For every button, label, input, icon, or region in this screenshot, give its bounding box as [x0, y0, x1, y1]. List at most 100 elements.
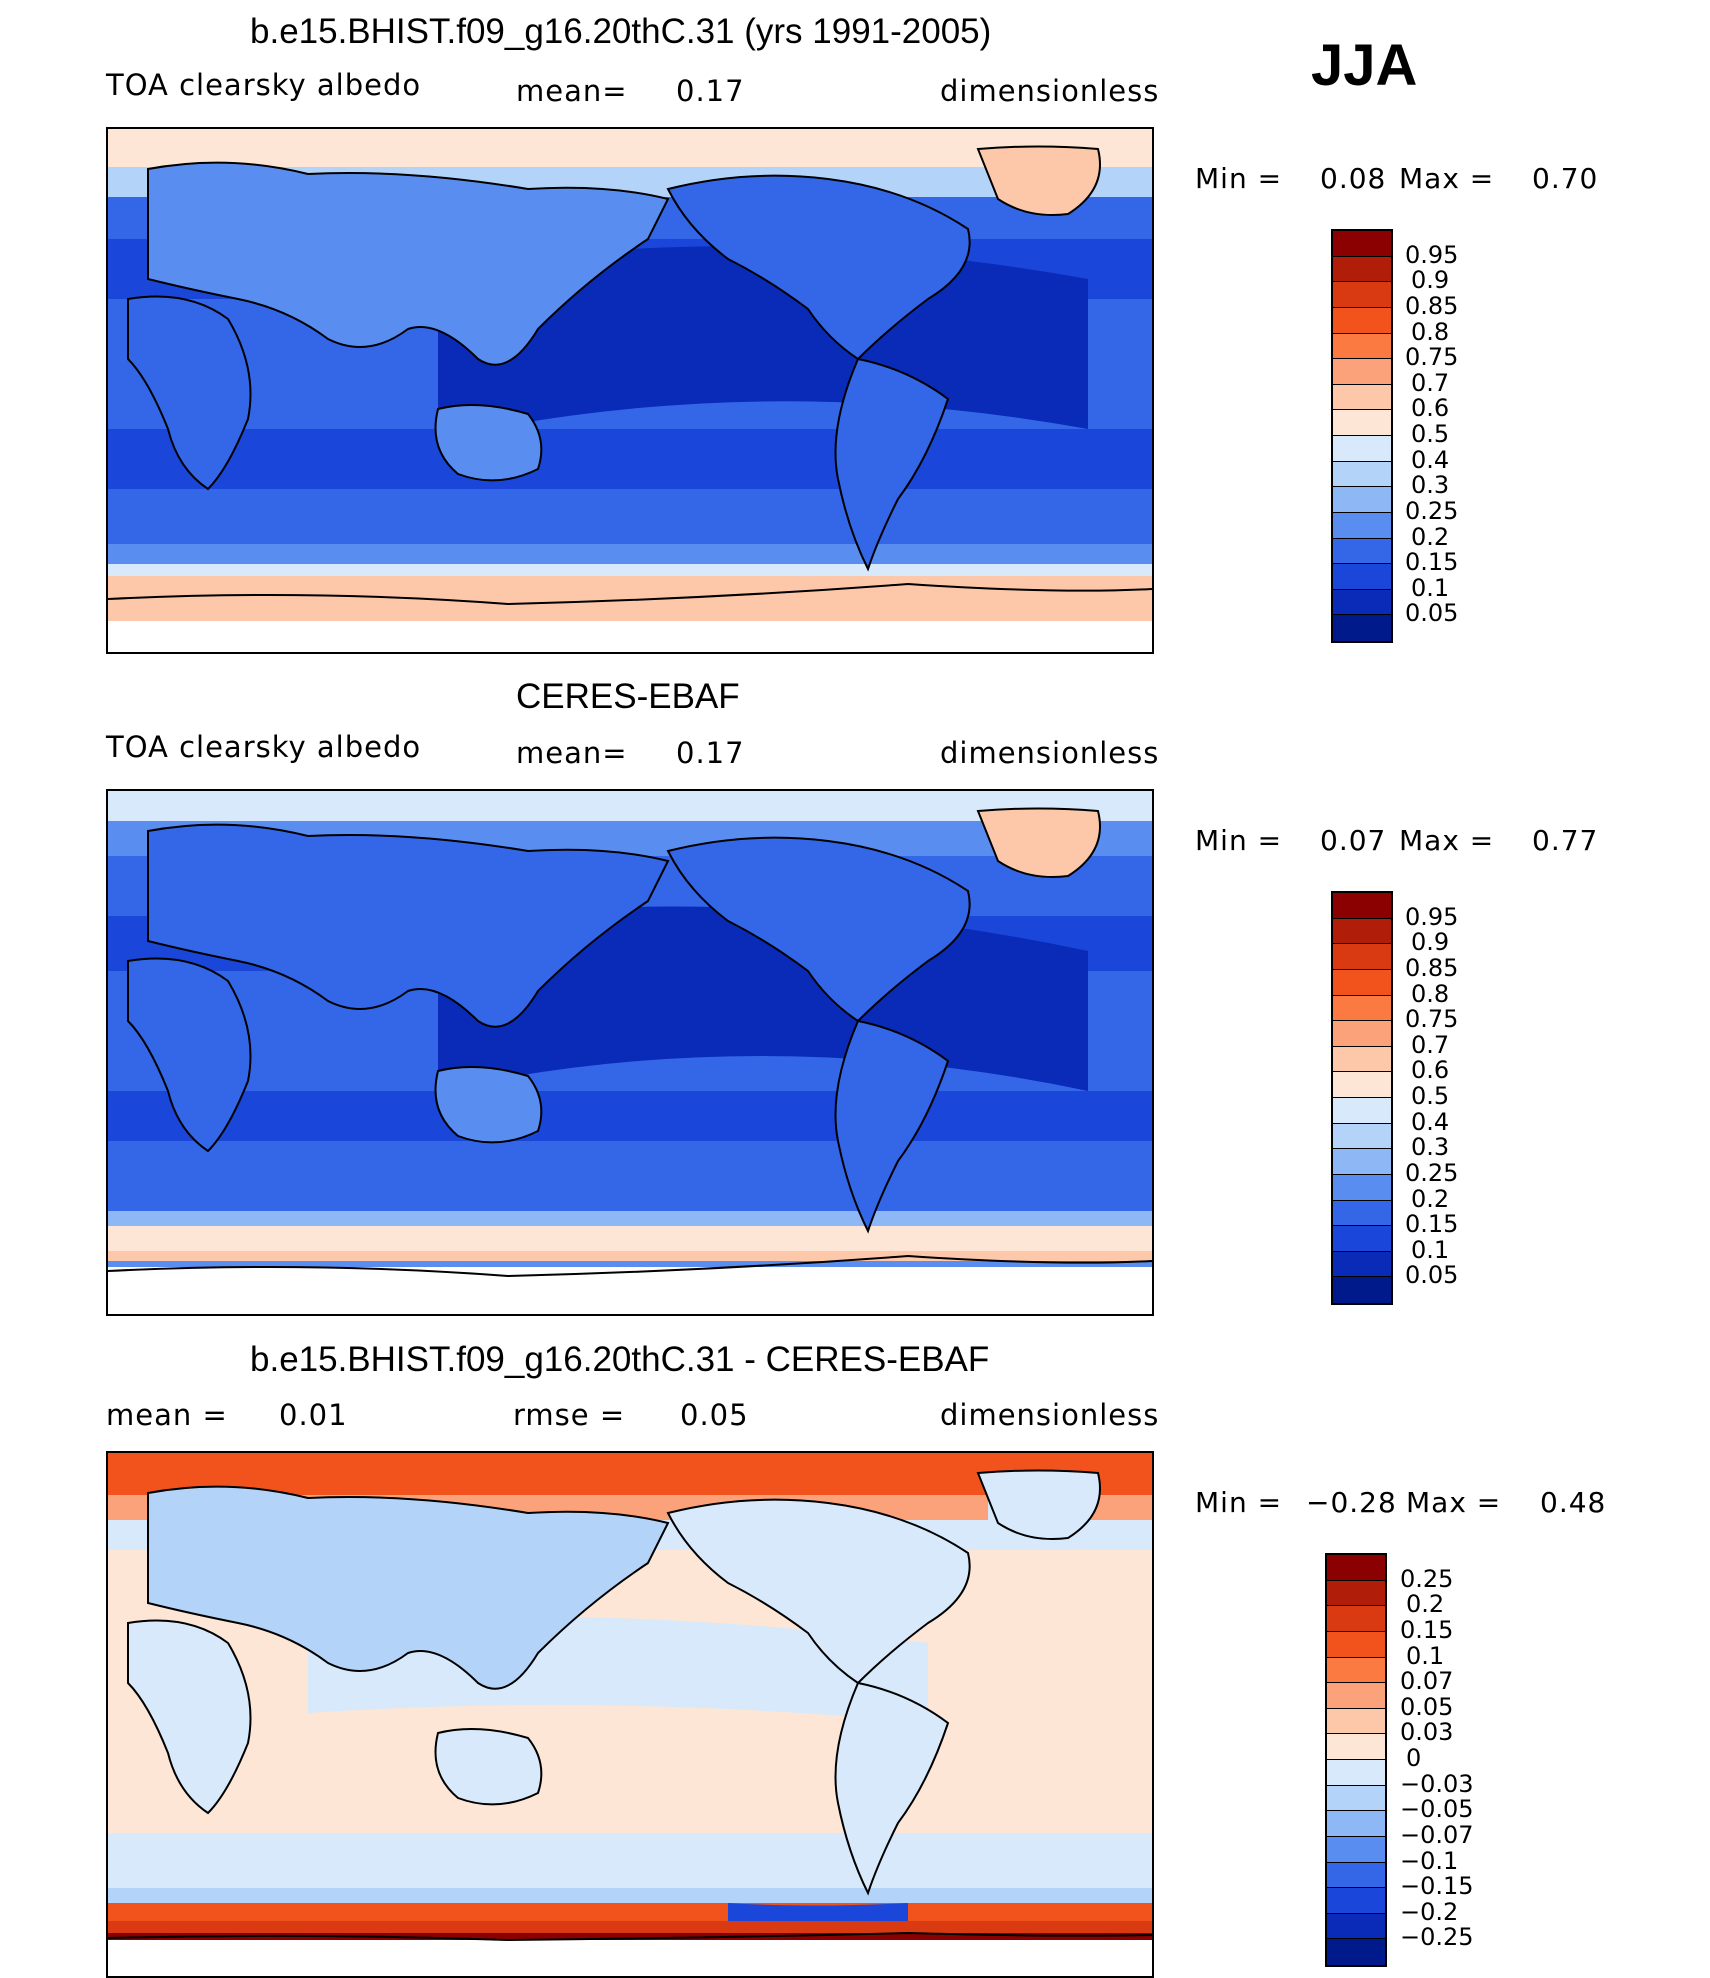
colorbar-swatch — [1333, 1098, 1391, 1124]
colorbar-swatch — [1327, 1708, 1385, 1735]
colorbar-swatch — [1327, 1939, 1385, 1965]
colorbar-swatch — [1333, 615, 1391, 641]
colorbar-label: 0.4 — [1411, 1107, 1450, 1136]
colorbar-swatch — [1333, 436, 1391, 462]
colorbar-swatch — [1333, 461, 1391, 488]
colorbar-label: 0.25 — [1405, 1158, 1459, 1187]
colorbar-label: 0.6 — [1411, 394, 1450, 423]
panel-1-variable: TOA clearsky albedo — [106, 68, 422, 102]
colorbar-label: 0.1 — [1406, 1641, 1445, 1670]
colorbar-swatch — [1333, 1021, 1391, 1047]
colorbar-label: 0.6 — [1411, 1056, 1450, 1085]
colorbar-label: 0.07 — [1400, 1667, 1454, 1696]
colorbar-swatch — [1333, 1149, 1391, 1175]
colorbar-swatch — [1333, 231, 1391, 257]
colorbar-label: 0.15 — [1400, 1615, 1454, 1644]
colorbar-swatch — [1333, 333, 1391, 360]
colorbar-swatch — [1333, 256, 1391, 283]
colorbar-swatch — [1333, 944, 1391, 970]
colorbar-label: 0.4 — [1411, 445, 1450, 474]
panel-2-mean-value: 0.17 — [676, 736, 745, 770]
panel-2-max-label: Max = — [1399, 824, 1495, 857]
colorbar-swatch — [1333, 969, 1391, 996]
panel-3-mean-label: mean = — [106, 1398, 228, 1432]
colorbar-swatch — [1333, 512, 1391, 539]
panel-1-max-value: 0.70 — [1532, 162, 1599, 195]
colorbar-swatch — [1327, 1580, 1385, 1607]
colorbar-swatch — [1327, 1811, 1385, 1837]
panel-3-max-label: Max = — [1406, 1486, 1502, 1519]
colorbar-label: 0.2 — [1406, 1590, 1445, 1619]
colorbar-swatch — [1333, 538, 1391, 565]
colorbar-swatch — [1327, 1683, 1385, 1709]
colorbar-swatch — [1333, 1046, 1391, 1073]
colorbar-swatch — [1333, 1226, 1391, 1252]
colorbar-label: 0.15 — [1405, 548, 1459, 577]
colorbar-label: 0.8 — [1411, 979, 1450, 1008]
colorbar-swatch — [1327, 1734, 1385, 1760]
colorbar-swatch — [1333, 487, 1391, 513]
panel-2-units: dimensionless — [940, 736, 1160, 770]
panel-3-min-value: −0.28 — [1306, 1486, 1397, 1519]
colorbar-label: −0.2 — [1400, 1897, 1459, 1926]
colorbar-swatch — [1333, 918, 1391, 945]
colorbar-label: −0.07 — [1400, 1820, 1474, 1849]
colorbar-label: 0.3 — [1411, 471, 1450, 500]
colorbar-label: 0.2 — [1411, 1184, 1450, 1213]
colorbar-label: 0.8 — [1411, 317, 1450, 346]
panel-2-colorbar-labels: 0.95 0.9 0.85 0.8 0.75 0.7 0.6 0.5 0.4 0.3 0.25 0.2… — [1405, 891, 1525, 1305]
panel-3-map — [106, 1451, 1154, 1978]
colorbar-swatch — [1327, 1785, 1385, 1812]
panel-1-units: dimensionless — [940, 74, 1160, 108]
colorbar-swatch — [1327, 1555, 1385, 1581]
colorbar-swatch — [1333, 564, 1391, 590]
colorbar-swatch — [1333, 1200, 1391, 1227]
colorbar-label: 0.85 — [1405, 291, 1459, 320]
colorbar-swatch — [1327, 1657, 1385, 1684]
colorbar-label: 0.05 — [1405, 1261, 1459, 1290]
panel-3-min-label: Min = — [1195, 1486, 1283, 1519]
colorbar-label: 0.75 — [1405, 343, 1459, 372]
panel-1-max-label: Max = — [1399, 162, 1495, 195]
panel-3-max-value: 0.48 — [1540, 1486, 1607, 1519]
panel-3-units: dimensionless — [940, 1398, 1160, 1432]
panel-1-colorbar-labels: 0.95 0.9 0.85 0.8 0.75 0.7 0.6 0.5 0.4 0.3 0.25 0.2… — [1405, 229, 1525, 643]
colorbar-swatch — [1333, 359, 1391, 385]
colorbar-label: 0.05 — [1405, 599, 1459, 628]
colorbar-swatch — [1333, 1277, 1391, 1303]
colorbar-swatch — [1327, 1888, 1385, 1914]
colorbar-label: 0.03 — [1400, 1718, 1454, 1747]
colorbar-swatch — [1333, 1174, 1391, 1201]
panel-3-colorbar — [1325, 1553, 1387, 1967]
colorbar-swatch — [1333, 384, 1391, 411]
colorbar-label: 0.75 — [1405, 1005, 1459, 1034]
panel-2-min-value: 0.07 — [1320, 824, 1387, 857]
panel-2-variable: TOA clearsky albedo — [106, 730, 422, 764]
colorbar-label: 0.25 — [1405, 496, 1459, 525]
colorbar-label: 0.7 — [1411, 368, 1450, 397]
panel-3-title: b.e15.BHIST.f09_g16.20thC.31 - CERES-EBA… — [250, 1340, 990, 1379]
colorbar-label: −0.1 — [1400, 1846, 1459, 1875]
panel-2-map — [106, 789, 1154, 1316]
colorbar-label: −0.03 — [1400, 1769, 1474, 1798]
colorbar-swatch — [1333, 282, 1391, 308]
colorbar-swatch — [1327, 1913, 1385, 1940]
panel-3-mean-value: 0.01 — [279, 1398, 348, 1432]
colorbar-label: 0.7 — [1411, 1030, 1450, 1059]
panel-2-title: CERES-EBAF — [516, 677, 740, 716]
colorbar-label: 0.5 — [1411, 420, 1450, 448]
colorbar-label: 0.1 — [1411, 573, 1450, 602]
panel-1-title: b.e15.BHIST.f09_g16.20thC.31 (yrs 1991-2… — [250, 12, 992, 51]
season-label: JJA — [1311, 33, 1418, 98]
panel-3-rmse-value: 0.05 — [680, 1398, 749, 1432]
panel-1-min-label: Min = — [1195, 162, 1283, 195]
colorbar-label: 0.95 — [1405, 240, 1459, 269]
colorbar-swatch — [1327, 1836, 1385, 1863]
colorbar-label: 0.95 — [1405, 902, 1459, 931]
panel-1-colorbar — [1331, 229, 1393, 643]
colorbar-swatch — [1327, 1631, 1385, 1658]
colorbar-swatch — [1333, 1123, 1391, 1150]
colorbar-label: −0.25 — [1400, 1923, 1474, 1952]
panel-1-mean-label: mean= — [516, 74, 628, 108]
panel-1-mean-value: 0.17 — [676, 74, 745, 108]
